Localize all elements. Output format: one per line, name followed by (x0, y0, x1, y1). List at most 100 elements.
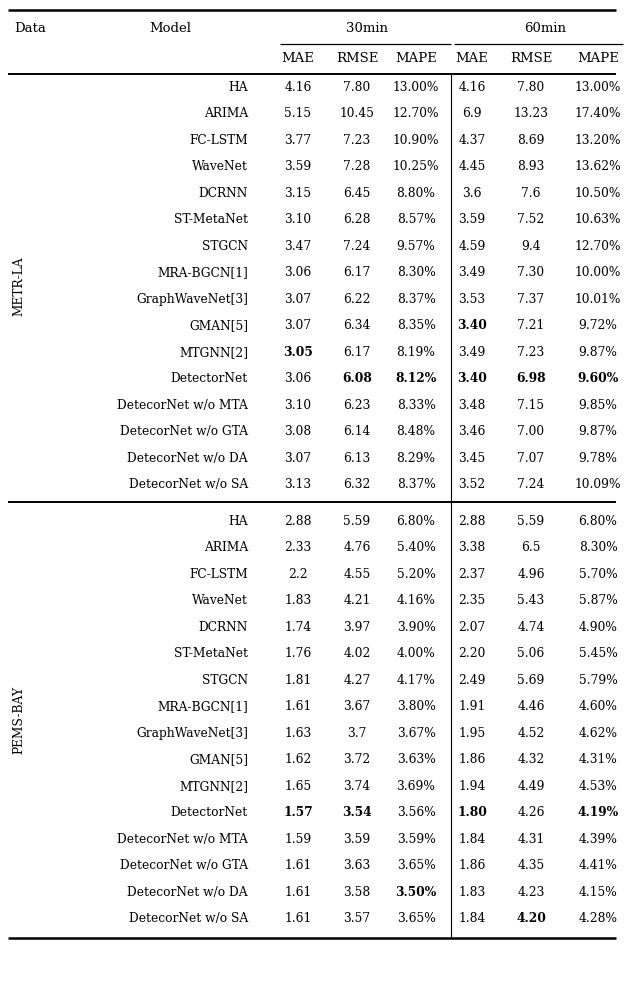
Text: 3.48: 3.48 (458, 398, 485, 411)
Text: 3.50%: 3.50% (396, 885, 437, 898)
Text: 5.59: 5.59 (517, 515, 545, 528)
Text: DetecorNet w/o DA: DetecorNet w/o DA (127, 885, 248, 898)
Text: 8.37%: 8.37% (397, 478, 436, 491)
Text: STGCN: STGCN (202, 240, 248, 253)
Text: 17.40%: 17.40% (575, 108, 622, 121)
Text: 2.49: 2.49 (458, 673, 485, 687)
Text: 4.17%: 4.17% (397, 673, 436, 687)
Text: 7.80: 7.80 (517, 81, 545, 94)
Text: 6.32: 6.32 (343, 478, 371, 491)
Text: 6.28: 6.28 (343, 213, 371, 226)
Text: 5.79%: 5.79% (578, 673, 617, 687)
Text: 3.67: 3.67 (343, 700, 371, 713)
Text: 3.08: 3.08 (285, 425, 311, 438)
Text: 3.63: 3.63 (343, 860, 371, 872)
Text: 9.4: 9.4 (521, 240, 541, 253)
Text: 4.53%: 4.53% (578, 780, 617, 793)
Text: 2.2: 2.2 (288, 568, 308, 581)
Text: 3.57: 3.57 (343, 912, 371, 925)
Text: 1.91: 1.91 (459, 700, 485, 713)
Text: WaveNet: WaveNet (192, 160, 248, 173)
Text: 3.65%: 3.65% (397, 860, 436, 872)
Text: 1.62: 1.62 (285, 753, 311, 766)
Text: MRA-BGCN[1]: MRA-BGCN[1] (157, 266, 248, 279)
Text: PEMS-BAY: PEMS-BAY (12, 686, 26, 754)
Text: MRA-BGCN[1]: MRA-BGCN[1] (157, 700, 248, 713)
Text: DetecorNet w/o GTA: DetecorNet w/o GTA (120, 425, 248, 438)
Text: 4.55: 4.55 (343, 568, 371, 581)
Text: 1.86: 1.86 (458, 753, 485, 766)
Text: 1.63: 1.63 (285, 727, 311, 740)
Text: 8.93: 8.93 (517, 160, 545, 173)
Text: 5.45%: 5.45% (578, 647, 617, 660)
Text: 7.80: 7.80 (343, 81, 371, 94)
Text: 8.37%: 8.37% (397, 293, 436, 306)
Text: 4.32: 4.32 (517, 753, 545, 766)
Text: 13.23: 13.23 (514, 108, 548, 121)
Text: HA: HA (228, 81, 248, 94)
Text: FC-LSTM: FC-LSTM (189, 568, 248, 581)
Text: 9.85%: 9.85% (578, 398, 617, 411)
Text: 4.39%: 4.39% (578, 833, 617, 846)
Text: 4.21: 4.21 (343, 595, 371, 608)
Text: 8.12%: 8.12% (396, 373, 437, 385)
Text: 3.59: 3.59 (285, 160, 311, 173)
Text: 10.09%: 10.09% (575, 478, 622, 491)
Text: 13.00%: 13.00% (393, 81, 439, 94)
Text: 2.88: 2.88 (458, 515, 485, 528)
Text: 3.7: 3.7 (348, 727, 367, 740)
Text: 4.19%: 4.19% (577, 806, 618, 820)
Text: DCRNN: DCRNN (198, 187, 248, 200)
Text: 4.02: 4.02 (343, 647, 371, 660)
Text: 4.45: 4.45 (458, 160, 485, 173)
Text: ST-MetaNet: ST-MetaNet (174, 213, 248, 226)
Text: 3.07: 3.07 (285, 293, 311, 306)
Text: 8.80%: 8.80% (397, 187, 436, 200)
Text: 3.77: 3.77 (285, 133, 311, 146)
Text: ST-MetaNet: ST-MetaNet (174, 647, 248, 660)
Text: 3.97: 3.97 (343, 621, 371, 633)
Text: 1.65: 1.65 (285, 780, 311, 793)
Text: 10.50%: 10.50% (575, 187, 621, 200)
Text: 4.16: 4.16 (458, 81, 485, 94)
Text: 4.96: 4.96 (517, 568, 545, 581)
Text: 1.59: 1.59 (285, 833, 311, 846)
Text: 1.80: 1.80 (457, 806, 487, 820)
Text: 4.62%: 4.62% (578, 727, 618, 740)
Text: 8.30%: 8.30% (397, 266, 436, 279)
Text: 4.26: 4.26 (517, 806, 545, 820)
Text: 5.69: 5.69 (517, 673, 545, 687)
Text: 8.48%: 8.48% (396, 425, 436, 438)
Text: 2.07: 2.07 (459, 621, 485, 633)
Text: 1.81: 1.81 (285, 673, 311, 687)
Text: 4.16%: 4.16% (397, 595, 436, 608)
Text: 5.20%: 5.20% (397, 568, 436, 581)
Text: 3.74: 3.74 (343, 780, 371, 793)
Text: 3.13: 3.13 (285, 478, 311, 491)
Text: 7.07: 7.07 (517, 452, 545, 465)
Text: 1.61: 1.61 (285, 912, 311, 925)
Text: 6.9: 6.9 (462, 108, 482, 121)
Text: 3.59%: 3.59% (397, 833, 436, 846)
Text: 3.40: 3.40 (457, 373, 487, 385)
Text: 3.07: 3.07 (285, 452, 311, 465)
Text: 4.23: 4.23 (517, 885, 545, 898)
Text: 7.6: 7.6 (521, 187, 541, 200)
Text: DCRNN: DCRNN (198, 621, 248, 633)
Text: 5.43: 5.43 (517, 595, 545, 608)
Text: 6.5: 6.5 (521, 541, 541, 554)
Text: 2.35: 2.35 (459, 595, 485, 608)
Text: 3.10: 3.10 (285, 398, 311, 411)
Text: 10.00%: 10.00% (575, 266, 621, 279)
Text: 6.98: 6.98 (516, 373, 546, 385)
Text: 13.62%: 13.62% (575, 160, 622, 173)
Text: 1.84: 1.84 (458, 833, 485, 846)
Text: 5.59: 5.59 (343, 515, 371, 528)
Text: 6.22: 6.22 (343, 293, 371, 306)
Text: 1.95: 1.95 (459, 727, 485, 740)
Text: MAE: MAE (456, 52, 489, 65)
Text: 9.57%: 9.57% (397, 240, 436, 253)
Text: 3.56%: 3.56% (397, 806, 436, 820)
Text: 3.40: 3.40 (457, 320, 487, 333)
Text: 9.87%: 9.87% (578, 425, 617, 438)
